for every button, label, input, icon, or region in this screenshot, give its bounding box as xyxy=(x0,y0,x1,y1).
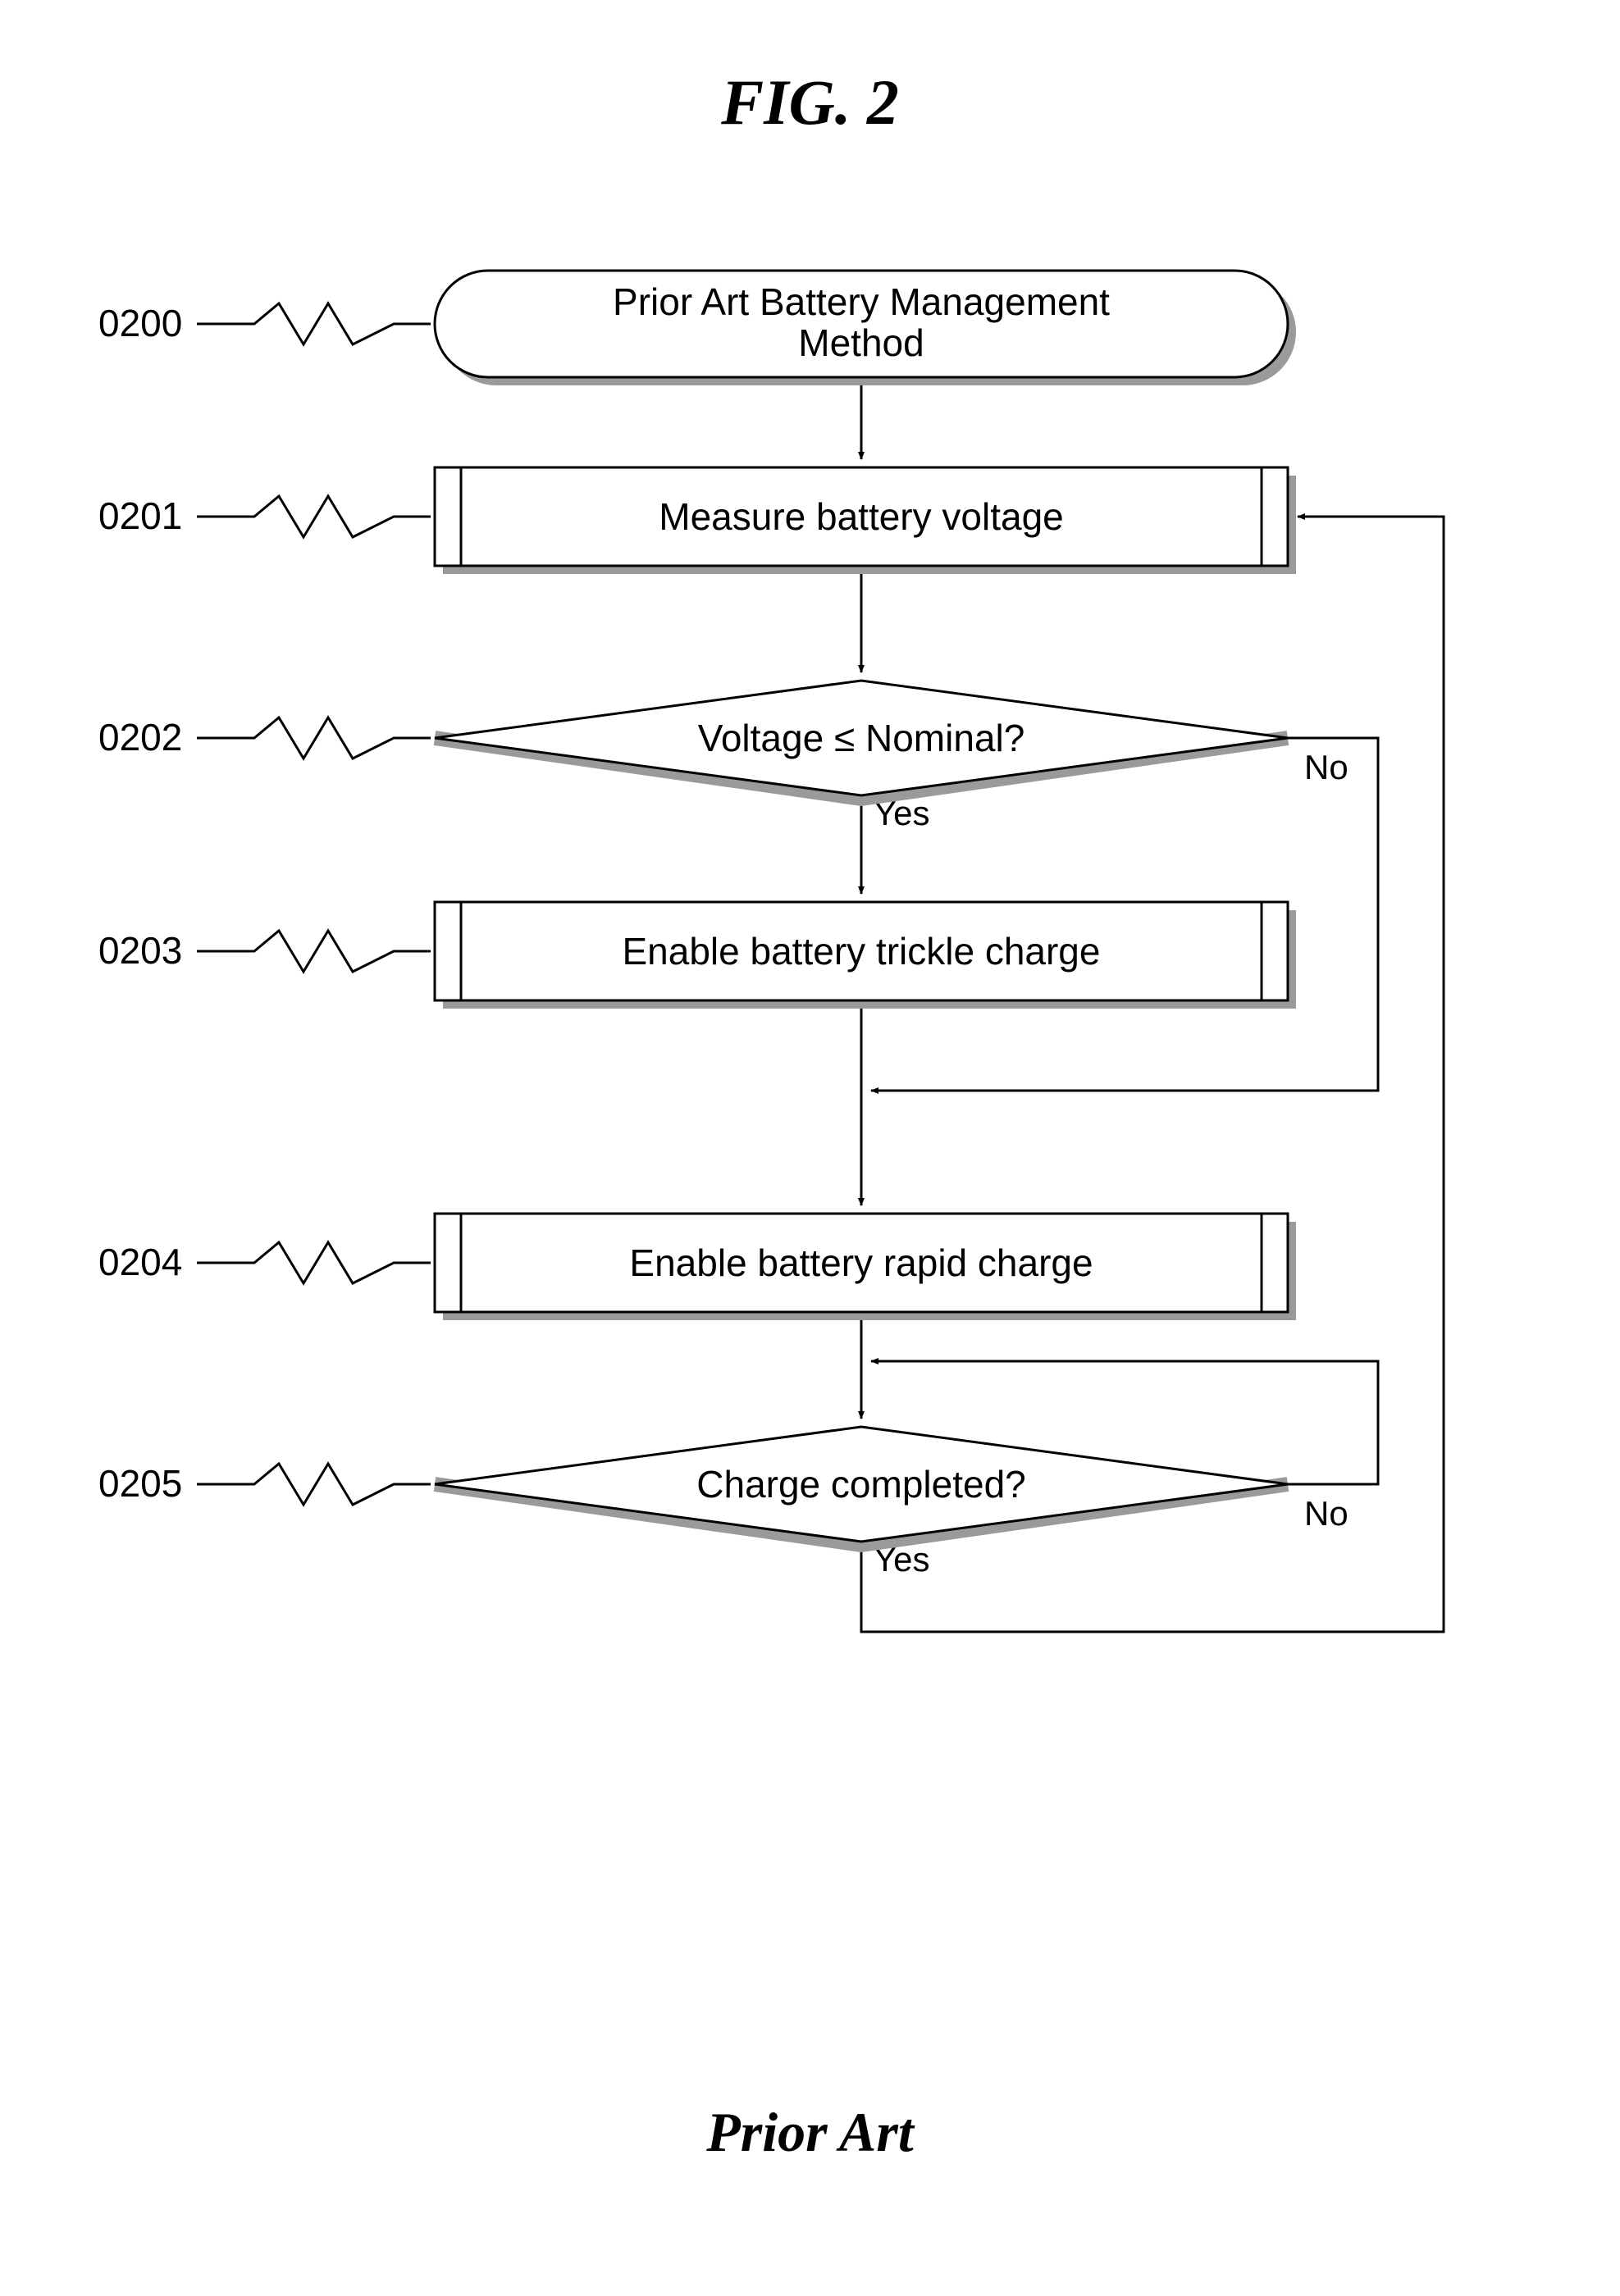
leader-0203 xyxy=(197,931,431,972)
leader-0204 xyxy=(197,1242,431,1283)
leader-0202 xyxy=(197,718,431,758)
node-0203: Enable battery trickle charge xyxy=(435,902,1296,1009)
ref-0203: 0203 xyxy=(98,929,182,972)
node-0203-text: Enable battery trickle charge xyxy=(623,930,1101,973)
page: FIG. 2 Yes No No Yes xyxy=(0,0,1620,2296)
node-0202: Voltage ≤ Nominal? xyxy=(435,681,1288,799)
node-0205: Charge completed? xyxy=(435,1427,1288,1545)
leader-0200 xyxy=(197,303,431,344)
edge-label-no-0202: No xyxy=(1304,748,1348,786)
leader-0205 xyxy=(197,1464,431,1505)
node-0200: Prior Art Battery Management Method xyxy=(435,271,1296,385)
ref-0205: 0205 xyxy=(98,1462,182,1505)
leader-0201 xyxy=(197,496,431,537)
footer-prior-art: Prior Art xyxy=(0,2100,1620,2165)
ref-0204: 0204 xyxy=(98,1241,182,1283)
node-0205-text: Charge completed? xyxy=(696,1463,1025,1506)
node-0201-text: Measure battery voltage xyxy=(659,495,1064,538)
node-0200-line2: Method xyxy=(798,321,924,364)
ref-0201: 0201 xyxy=(98,494,182,537)
node-0204-text: Enable battery rapid charge xyxy=(629,1241,1093,1284)
ref-0200: 0200 xyxy=(98,302,182,344)
flowchart-svg: Yes No No Yes Prior Art Battery Manageme… xyxy=(0,0,1620,2296)
edge-label-no-0205: No xyxy=(1304,1494,1348,1533)
ref-0202: 0202 xyxy=(98,716,182,758)
node-0201: Measure battery voltage xyxy=(435,467,1296,574)
node-0200-line1: Prior Art Battery Management xyxy=(613,280,1110,323)
node-0202-text: Voltage ≤ Nominal? xyxy=(698,717,1025,759)
node-0204: Enable battery rapid charge xyxy=(435,1214,1296,1320)
